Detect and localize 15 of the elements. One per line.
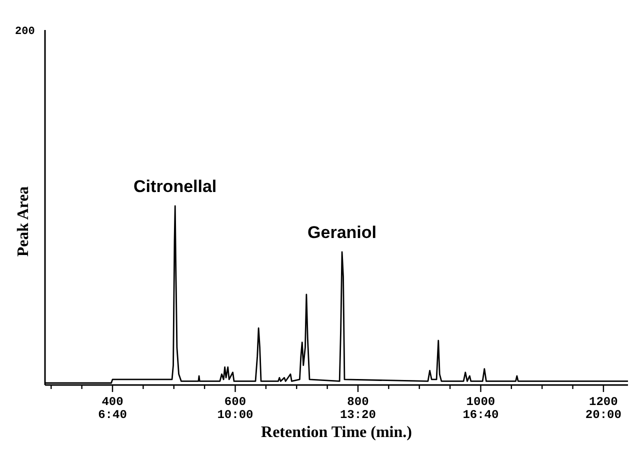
x-tick-label: 400	[102, 395, 124, 409]
x-axis-title: Retention Time (min.)	[261, 424, 412, 441]
x2-tick-label: 13:20	[340, 408, 376, 422]
annotation: Citronellal	[134, 176, 217, 196]
text: 200	[15, 26, 35, 38]
y-axis-title: Peak Area	[15, 186, 32, 257]
x-tick-label: 600	[224, 395, 246, 409]
x2-tick-label: 10:00	[217, 408, 254, 422]
x-tick-label: 1200	[589, 395, 618, 409]
x-tick-label: 800	[347, 395, 369, 409]
x2-tick-label: 20:00	[585, 408, 622, 422]
annotation: Geraniol	[308, 222, 377, 242]
x2-tick-label: 16:40	[462, 408, 499, 422]
x2-tick-label: 6:40	[98, 408, 127, 422]
x-tick-label: 1000	[466, 395, 496, 409]
